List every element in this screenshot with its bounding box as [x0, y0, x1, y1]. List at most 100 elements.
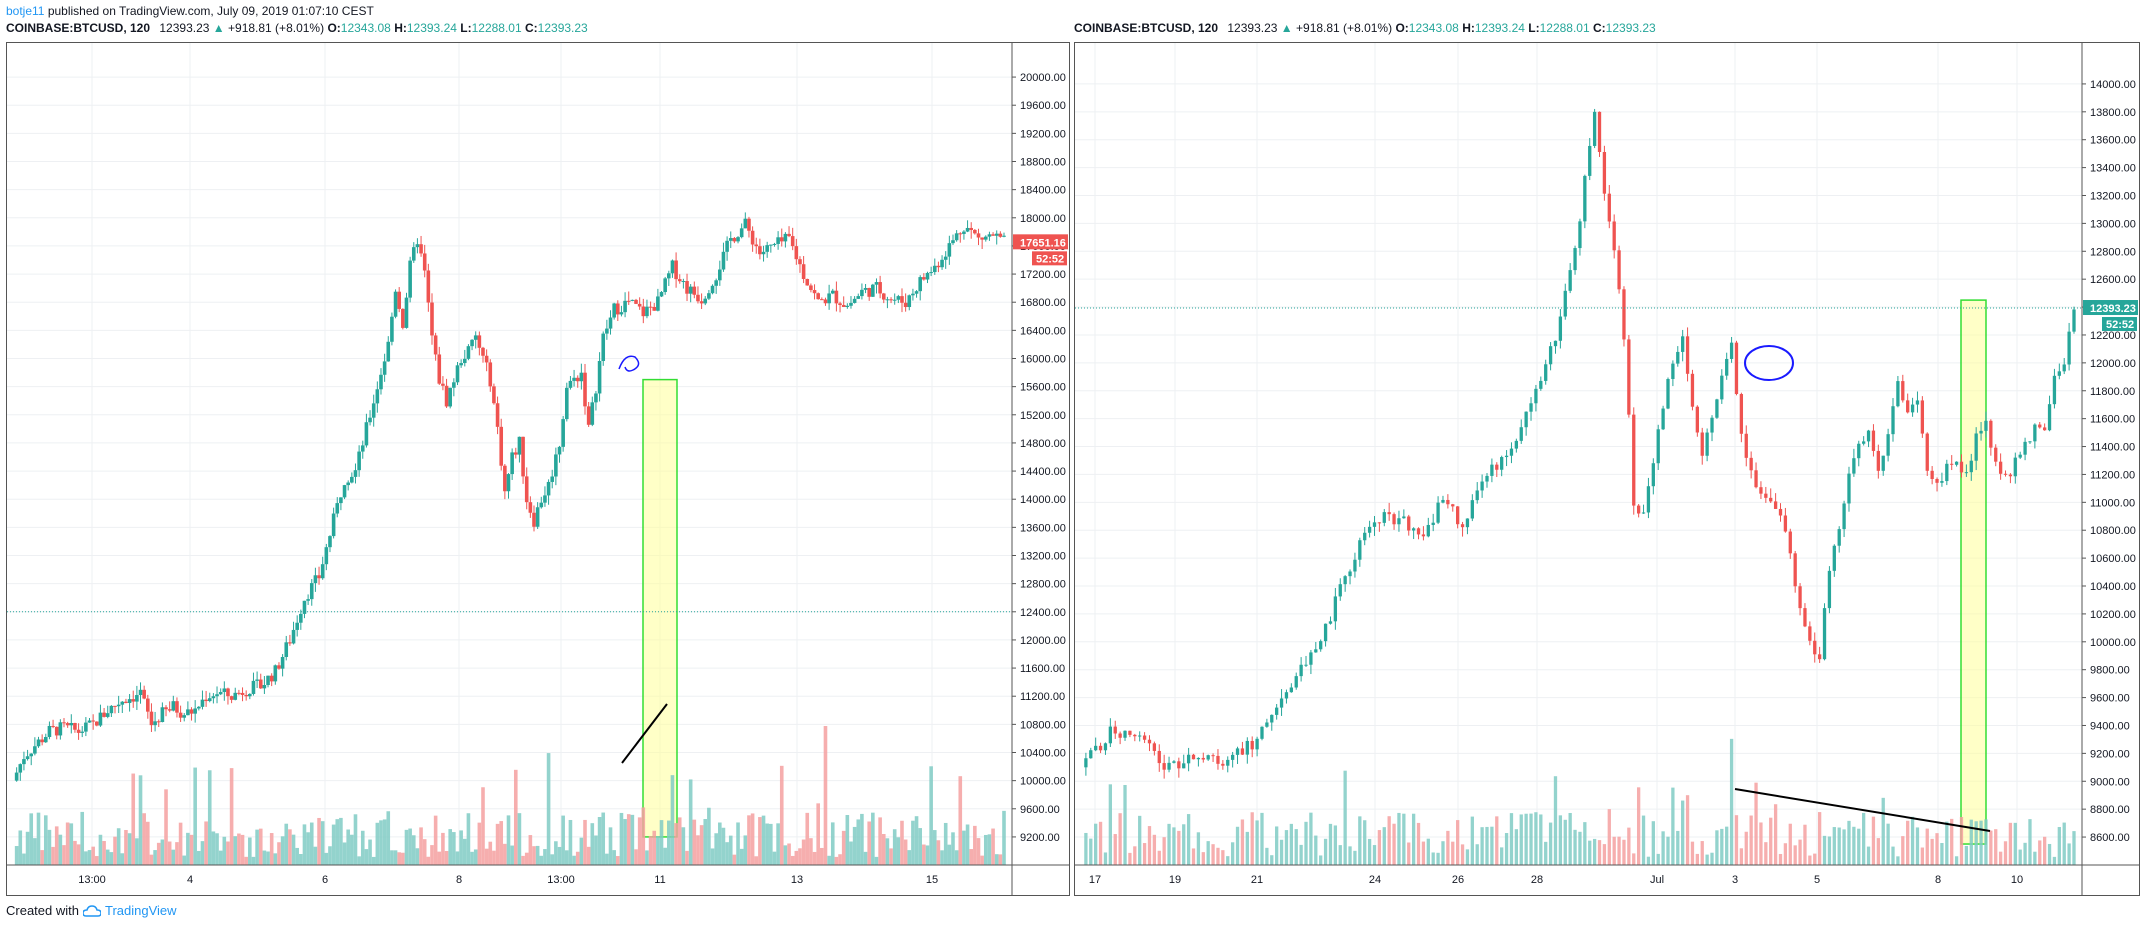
volume-bar	[1411, 813, 1416, 865]
candle-body	[422, 253, 427, 271]
author-link[interactable]: botje11	[6, 4, 45, 18]
candle-body	[973, 229, 977, 234]
candle-body	[513, 452, 518, 455]
left-chart[interactable]: 20000.00 19600.00 19200.00 18800.00 18400.00…	[7, 43, 1069, 895]
volume-bar	[1304, 821, 1308, 865]
volume-bar	[1671, 787, 1675, 865]
volume-bar	[189, 834, 194, 865]
candle-body	[51, 725, 55, 727]
candle-body	[22, 759, 26, 765]
right-chart[interactable]: 14000.00 13800.00 13600.00 13400.00 13200.00…	[1075, 43, 2139, 895]
candle-body	[324, 547, 329, 565]
candle-body	[277, 665, 281, 669]
candle-body	[251, 680, 256, 694]
volume-bar	[1612, 836, 1616, 865]
y-tick-label: 19600.00	[1020, 100, 1066, 112]
candle-body	[1172, 761, 1176, 763]
candle-body	[1314, 649, 1318, 653]
volume-bar	[328, 846, 332, 865]
candle-body	[1397, 518, 1401, 525]
volume-bar	[1915, 827, 1920, 865]
volume-bar	[1989, 830, 1993, 865]
volume-bar	[1553, 776, 1558, 865]
volume-bar	[419, 827, 423, 865]
candle-body	[1710, 417, 1714, 433]
candle-body	[707, 293, 711, 299]
candle-body	[335, 503, 340, 514]
volume-bar	[889, 848, 893, 865]
volume-bar	[506, 815, 511, 865]
volume-bar	[1372, 845, 1377, 865]
candle-body	[1588, 145, 1592, 176]
volume-bar	[1690, 841, 1695, 865]
volume-bar	[470, 851, 474, 865]
volume-bar	[550, 854, 555, 865]
candle-body	[1226, 759, 1230, 766]
candle-body	[1191, 754, 1196, 760]
candle-body	[1592, 111, 1597, 146]
volume-bar	[299, 853, 303, 865]
candle-body	[477, 335, 482, 348]
volume-bar	[958, 776, 963, 865]
candle-body	[273, 665, 278, 682]
volume-bar	[2072, 831, 2076, 865]
candle-body	[1118, 733, 1122, 738]
volume-bar	[1402, 813, 1406, 865]
volume-bar	[1529, 813, 1533, 865]
volume-bar	[1925, 828, 1929, 865]
tradingview-brand[interactable]: TradingView	[104, 903, 177, 918]
y-tick-label: 9800.00	[2090, 665, 2130, 677]
candle-body	[1103, 743, 1108, 751]
volume-bar	[1162, 837, 1166, 865]
volume-bar	[1964, 845, 1969, 865]
volume-bar	[1617, 836, 1621, 865]
candle-body	[466, 346, 471, 359]
y-tick-label: 10600.00	[2090, 553, 2136, 565]
candle-body	[830, 290, 835, 294]
candle-body	[1304, 664, 1308, 666]
volume-bar	[903, 839, 908, 865]
candle-body	[747, 218, 751, 231]
candle-body	[207, 698, 212, 702]
volume-bar	[1456, 820, 1460, 865]
volume-bar	[1089, 838, 1093, 865]
candle-body	[2043, 427, 2047, 431]
candle-body	[918, 277, 923, 292]
candle-body	[364, 422, 369, 446]
candle-body	[827, 293, 831, 304]
volume-bar	[754, 856, 759, 865]
candle-body	[484, 355, 489, 363]
volume-bar	[867, 821, 871, 865]
volume-bar	[513, 769, 518, 865]
volume-bar	[1323, 838, 1328, 865]
candle-body	[765, 245, 769, 252]
volume-bar	[1216, 847, 1220, 865]
volume-bar	[422, 839, 427, 865]
candle-body	[605, 328, 609, 334]
legend-o-label: O:	[1395, 21, 1409, 35]
candle-body	[142, 689, 146, 699]
candle-body	[339, 497, 343, 504]
volume-bar	[1588, 840, 1592, 865]
right-chart-panel[interactable]: 14000.00 13800.00 13600.00 13400.00 13200.00…	[1074, 42, 2140, 896]
volume-bar	[1465, 849, 1470, 865]
volume-bar	[1441, 841, 1445, 865]
candle-body	[743, 218, 748, 229]
volume-bar	[1421, 841, 1426, 865]
volume-bar	[1544, 841, 1548, 865]
candle-body	[532, 512, 536, 527]
legend-close: 12393.23	[1605, 21, 1656, 35]
volume-bar	[1426, 838, 1430, 865]
legend-c-label: C:	[1593, 21, 1606, 35]
volume-bar	[1338, 845, 1342, 865]
volume-bar	[455, 851, 460, 865]
left-chart-panel[interactable]: 20000.00 19600.00 19200.00 18800.00 18400.00…	[6, 42, 1070, 896]
candle-body	[900, 296, 904, 303]
candle-body	[156, 721, 161, 723]
volume-bar	[823, 726, 828, 865]
candle-body	[575, 377, 580, 382]
trend-line	[1734, 788, 1991, 832]
y-tick-label: 9200.00	[2090, 748, 2130, 760]
candle-body	[146, 698, 150, 712]
volume-bar	[1901, 836, 1905, 865]
